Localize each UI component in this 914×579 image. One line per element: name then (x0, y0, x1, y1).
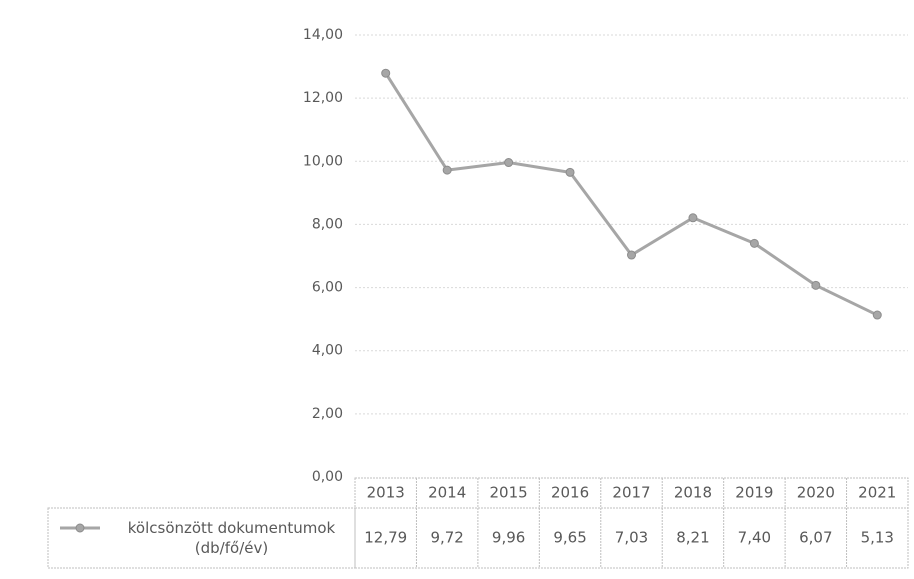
marker (565, 167, 575, 177)
x-tick-label: 2016 (551, 484, 589, 502)
x-tick-label: 2021 (858, 484, 896, 502)
table-value: 9,65 (553, 529, 586, 547)
marker (688, 213, 698, 223)
legend-label: kölcsönzött dokumentumok (db/fő/év) (127, 519, 336, 557)
x-tick-label: 2015 (490, 484, 528, 502)
y-tick-label: 2,00 (312, 406, 343, 422)
marker (504, 158, 514, 168)
y-tick-label: 10,00 (303, 153, 343, 169)
y-tick-label: 4,00 (312, 343, 343, 359)
y-tick-label: 0,00 (312, 469, 343, 485)
x-tick-label: 2014 (428, 484, 466, 502)
x-tick-label: 2018 (674, 484, 712, 502)
marker (749, 238, 759, 248)
x-tick-label: 2013 (367, 484, 405, 502)
x-tick-label: 2017 (612, 484, 650, 502)
y-tick-label: 8,00 (312, 216, 343, 232)
legend-cell (47, 507, 356, 569)
table-value: 8,21 (676, 529, 709, 547)
table-value: 5,13 (861, 529, 894, 547)
marker (442, 165, 452, 175)
table-value: 7,03 (615, 529, 648, 547)
table-value: 9,72 (430, 529, 463, 547)
marker (811, 280, 821, 290)
series-line (384, 72, 878, 317)
table-value: 6,07 (799, 529, 832, 547)
marker (872, 310, 882, 320)
marker (381, 68, 391, 78)
x-tick-label: 2020 (797, 484, 835, 502)
y-tick-label: 12,00 (303, 90, 343, 106)
legend-marker (75, 523, 85, 533)
x-tick-label: 2019 (735, 484, 773, 502)
marker (627, 250, 636, 260)
y-tick-label: 14,00 (303, 27, 343, 43)
table-value: 7,40 (738, 529, 771, 547)
table-value: 9,96 (492, 529, 525, 547)
y-tick-label: 6,00 (312, 280, 343, 296)
table-value: 12,79 (364, 529, 407, 547)
